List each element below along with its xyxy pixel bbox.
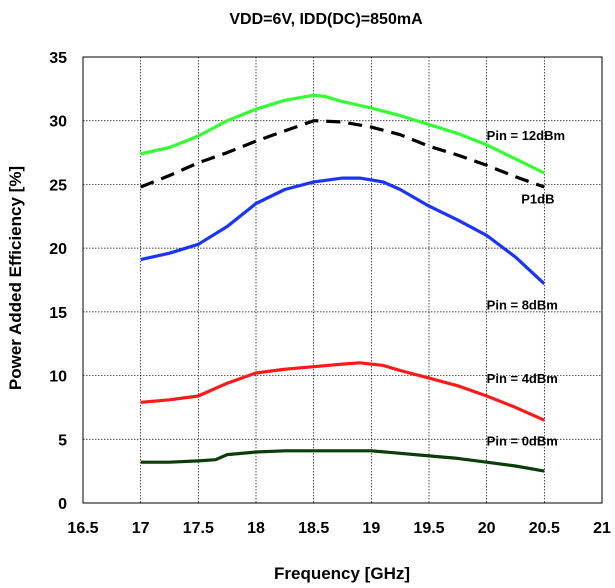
x-tick-label: 19 [362, 520, 380, 537]
series-line-pin-12dbm [140, 93, 546, 175]
series-line-pin-0dbm [140, 449, 545, 473]
series-annotation: Pin = 0dBm [487, 434, 558, 449]
y-tick-label: 20 [49, 241, 67, 258]
series-line-p1db [140, 119, 545, 189]
x-tick-label: 20 [478, 520, 496, 537]
series-annotation: Pin = 12dBm [487, 128, 565, 143]
y-tick-label: 30 [49, 114, 67, 131]
tick-labels: 16.5 17 17.5 18 18.5 19 19.5 20 20.5 21 0 5 10 15 20 25… [49, 50, 611, 537]
series-annotation: Pin = 4dBm [487, 371, 558, 386]
y-tick-label: 5 [58, 432, 67, 449]
x-tick-label: 19.5 [413, 520, 444, 537]
x-tick-label: 18.5 [298, 520, 329, 537]
x-axis-label: Frequency [GHz] [274, 564, 410, 583]
chart-title: VDD=6V, IDD(DC)=850mA [229, 11, 423, 28]
x-tick-label: 18 [247, 520, 265, 537]
series-line-pin-8dbm [140, 176, 546, 285]
y-tick-label: 35 [49, 50, 67, 67]
y-tick-label: 10 [49, 369, 67, 386]
series-line-pin-4dbm [140, 361, 545, 422]
plot-frame [82, 56, 603, 504]
series-annotation: Pin = 8dBm [487, 297, 558, 312]
y-tick-label: 15 [49, 305, 67, 322]
x-tick-label: 17.5 [183, 520, 214, 537]
x-tick-label: 20.5 [529, 520, 560, 537]
series-annotations: Pin = 12dBm P1dB Pin = 8dBm Pin = 4dBm Pin =… [487, 128, 565, 449]
x-tick-label: 17 [132, 520, 150, 537]
series-annotation: P1dB [521, 192, 554, 207]
y-tick-label: 25 [49, 177, 67, 194]
x-tick-label: 16.5 [67, 520, 98, 537]
series-lines [140, 93, 546, 473]
grid [83, 57, 602, 503]
x-tick-label: 21 [593, 520, 611, 537]
y-axis-label: Power Added Efficiency [%] [6, 166, 25, 390]
y-tick-label: 0 [58, 496, 67, 513]
